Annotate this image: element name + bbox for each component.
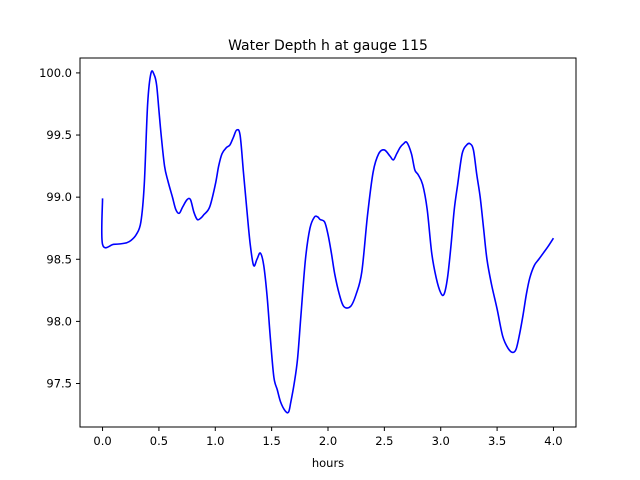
y-tick-label: 98.0: [46, 314, 72, 328]
y-axis: 97.5 98.0 98.5 99.0 99.5 100.0: [39, 66, 80, 391]
x-tick-label: 0.0: [93, 434, 111, 448]
x-tick-label: 2.0: [319, 434, 337, 448]
plot-frame: [79, 57, 577, 428]
x-tick-label: 1.0: [206, 434, 224, 448]
y-tick-label: 99.0: [46, 190, 72, 204]
y-tick-label: 100.0: [39, 66, 72, 80]
x-axis-label: hours: [312, 456, 344, 470]
x-tick-label: 3.5: [488, 434, 506, 448]
y-tick-label: 98.5: [46, 252, 72, 266]
x-tick-label: 0.5: [150, 434, 168, 448]
chart-title: Water Depth h at gauge 115: [228, 38, 428, 54]
x-tick-label: 4.0: [544, 434, 562, 448]
x-axis: 0.0 0.5 1.0 1.5 2.0 2.5 3.0 3.5 4.0: [93, 427, 563, 448]
y-tick-label: 97.5: [46, 377, 72, 391]
x-tick-label: 3.0: [432, 434, 450, 448]
x-tick-label: 2.5: [375, 434, 393, 448]
x-tick-label: 1.5: [262, 434, 280, 448]
y-tick-label: 99.5: [46, 128, 72, 142]
series-line: [100, 70, 555, 414]
